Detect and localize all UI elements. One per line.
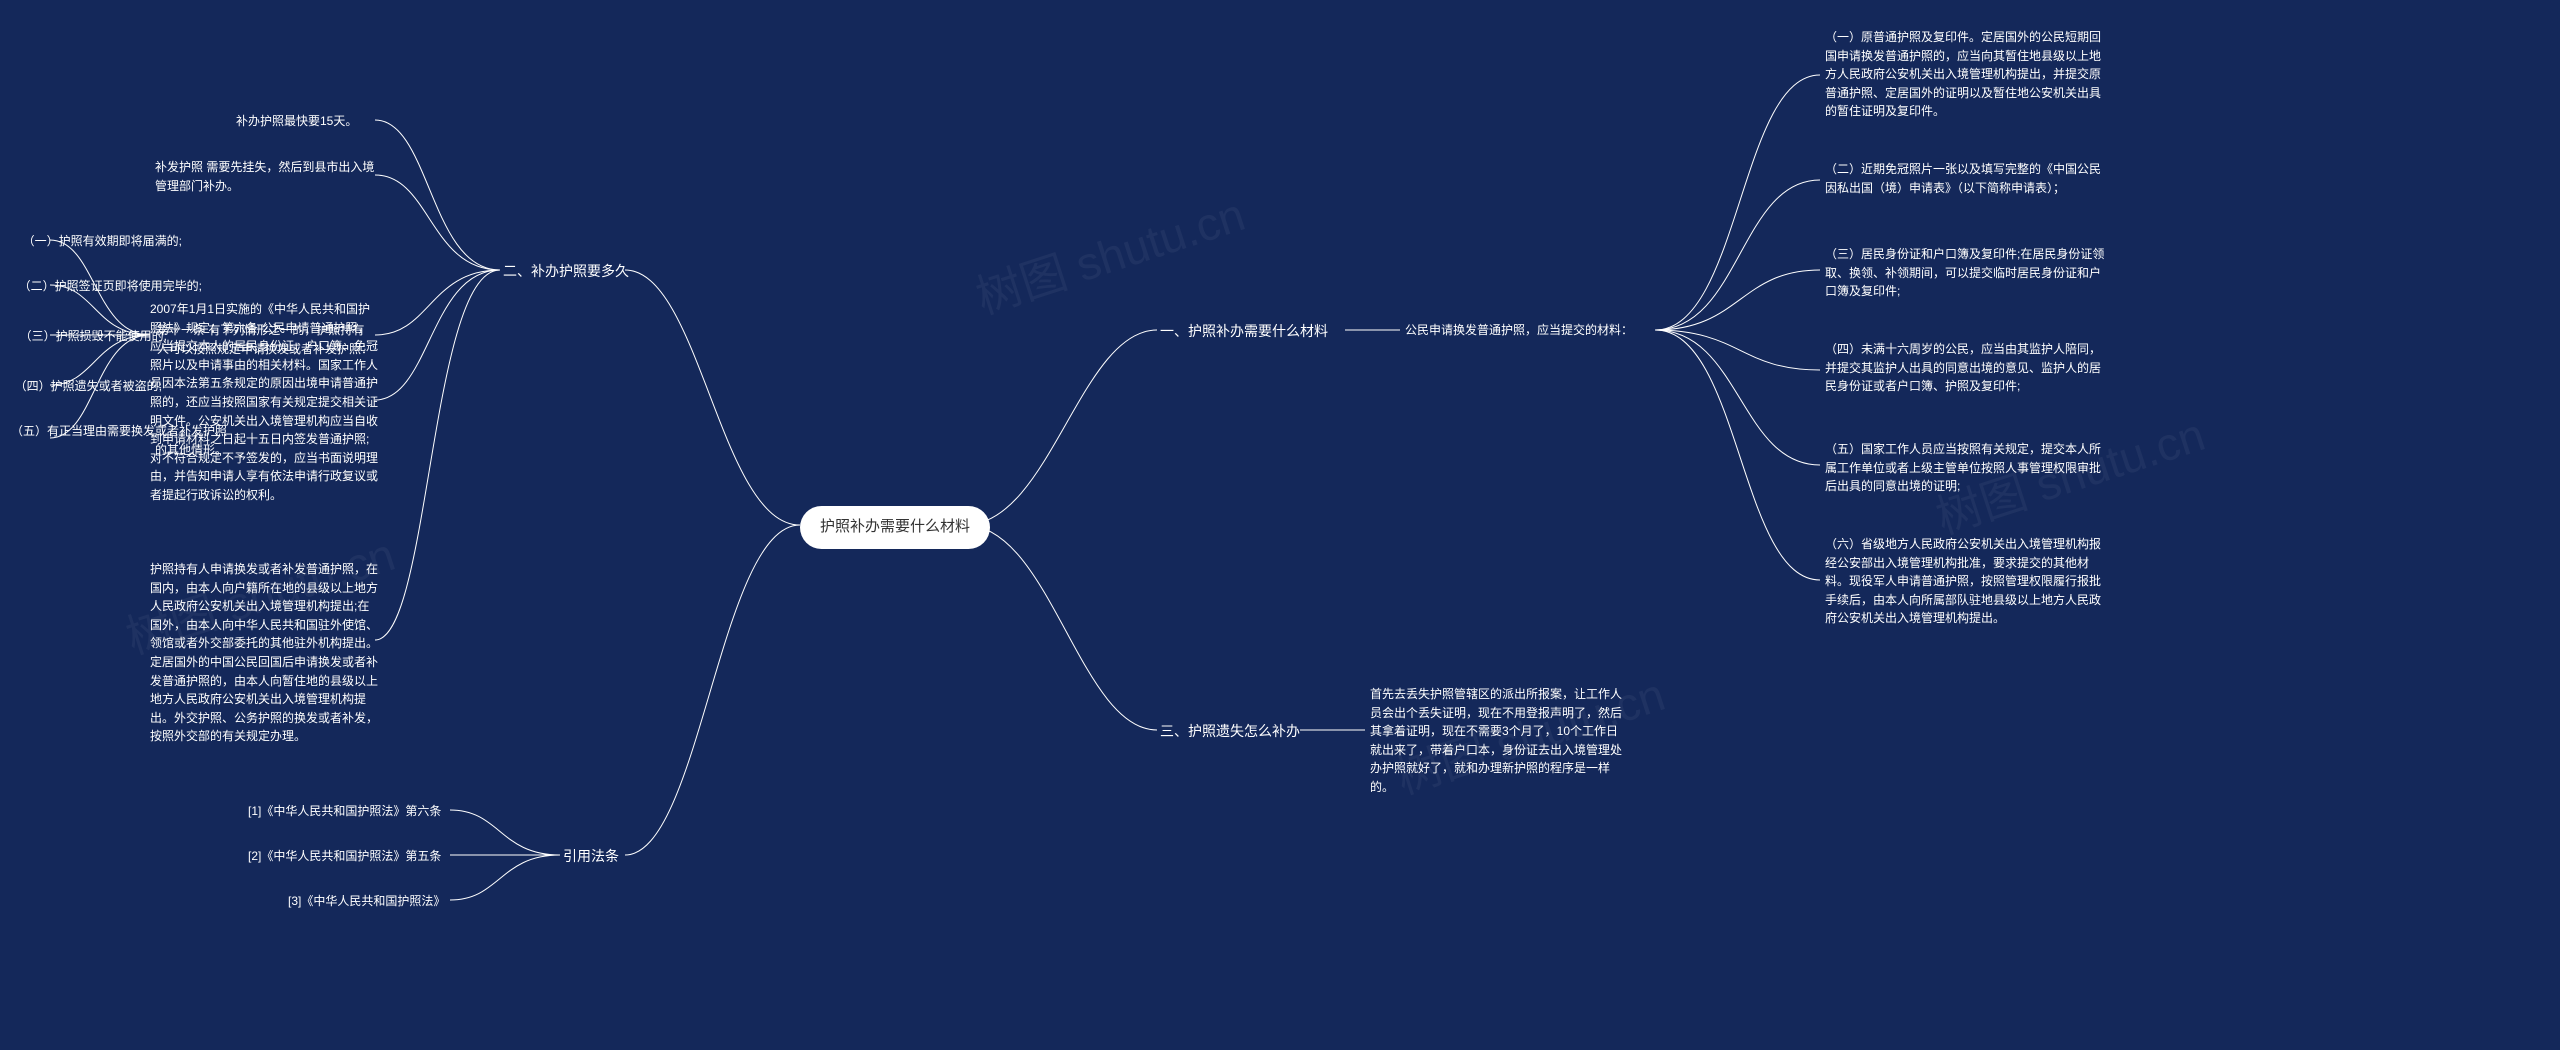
b2-sub-2: （二）护照签证页即将使用完毕的; [2,277,202,296]
center-topic: 护照补办需要什么材料 [800,506,990,549]
b2-item-2: 补发护照 需要先挂失，然后到县市出入境管理部门补办。 [155,158,375,195]
branch-4: 引用法条 [563,846,619,867]
b1-item-2: （二）近期免冠照片一张以及填写完整的《中国公民因私出国（境）申请表》（以下简称申… [1825,160,2105,197]
b2-sub-1: （一）护照有效期即将届满的; [2,232,182,251]
b1-item-6: （六）省级地方人民政府公安机关出入境管理机构报经公安部出入境管理机构批准，要求提… [1825,535,2105,628]
b2-item-1: 补办护照最快要15天。 [236,112,357,131]
b2-sub-4: （四）护照遗失或者被盗的; [2,377,162,396]
branch-3: 三、护照遗失怎么补办 [1160,721,1300,742]
b3-content: 首先去丢失护照管辖区的派出所报案，让工作人员会出个丢失证明，现在不用登报声明了，… [1370,685,1630,797]
b4-item-2: [2]《中华人民共和国护照法》第五条 [248,847,441,866]
b4-item-3: [3]《中华人民共和国护照法》 [288,892,445,911]
branch-1-sub: 公民申请换发普通护照，应当提交的材料： [1405,321,1633,340]
b1-item-4: （四）未满十六周岁的公民，应当由其监护人陪同，并提交其监护人出具的同意出境的意见… [1825,340,2105,396]
branch-1: 一、护照补办需要什么材料 [1160,321,1328,342]
b2-item-5: 护照持有人申请换发或者补发普通护照，在国内，由本人向户籍所在地的县级以上地方人民… [150,560,378,746]
b1-item-5: （五）国家工作人员应当按照有关规定，提交本人所属工作单位或者上级主管单位按照人事… [1825,440,2105,496]
b1-item-1: （一）原普通护照及复印件。定居国外的公民短期回国申请换发普通护照的，应当向其暂住… [1825,28,2105,121]
branch-2: 二、补办护照要多久 [503,261,629,282]
b1-item-3: （三）居民身份证和户口簿及复印件;在居民身份证领取、换领、补领期间，可以提交临时… [1825,245,2105,301]
b2-item-4: 第十一条 有下列情形之一的，护照持有人可以按照规定申请换发或者补发护照： [155,320,377,359]
watermark: 树图 shutu.cn [967,179,1252,328]
b4-item-1: [1]《中华人民共和国护照法》第六条 [248,802,441,821]
b2-sub-3: （三）护照损毁不能使用的; [2,327,167,346]
